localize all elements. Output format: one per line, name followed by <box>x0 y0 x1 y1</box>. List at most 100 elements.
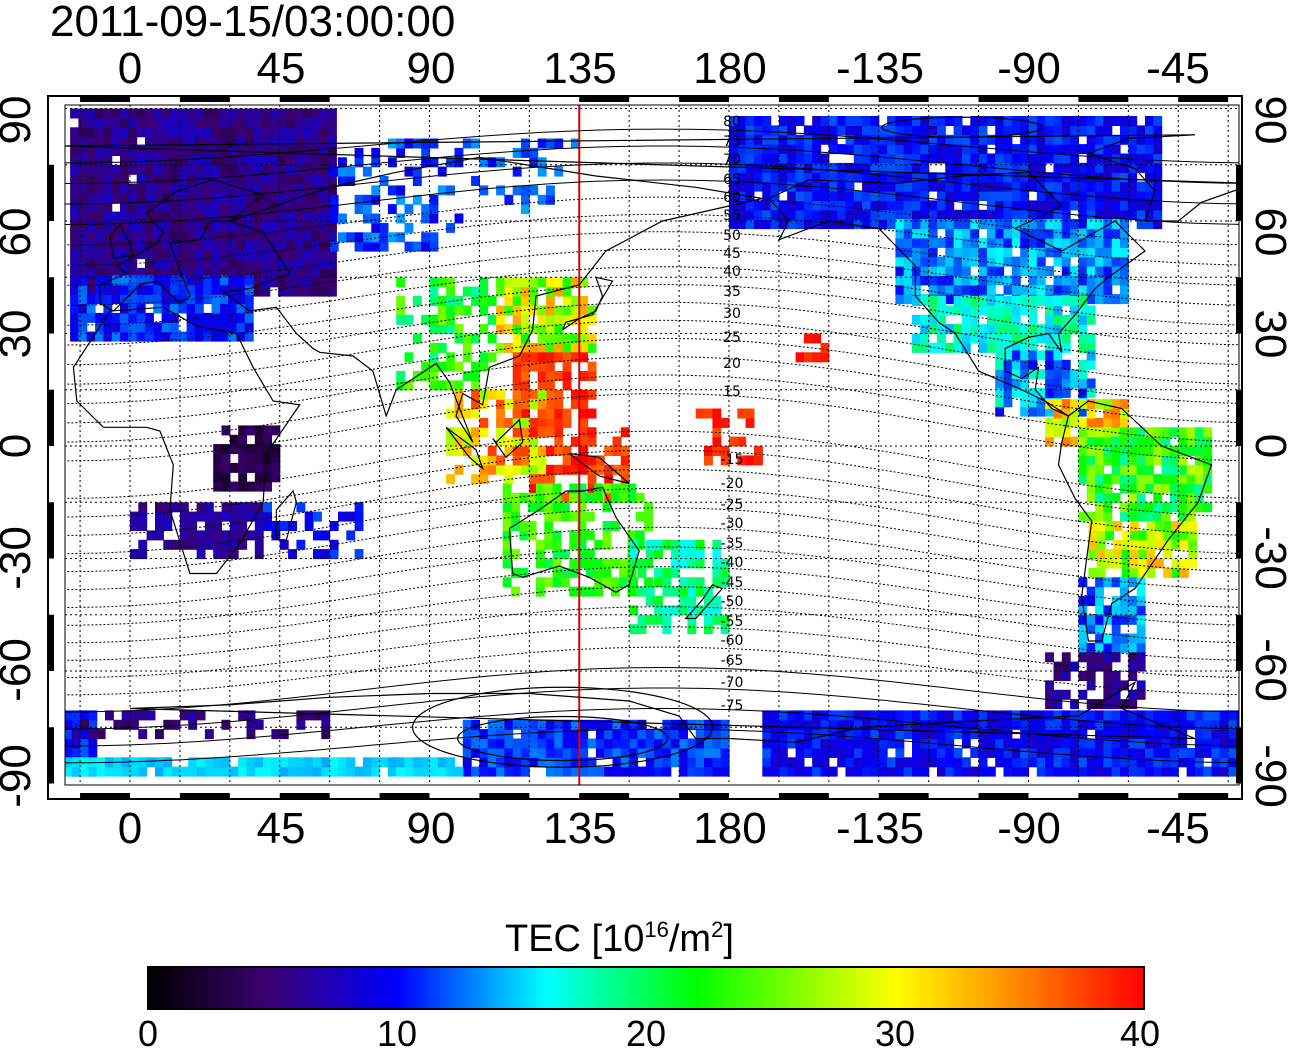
tec-cell <box>662 567 672 578</box>
tec-cell <box>1153 719 1163 730</box>
tec-cell <box>1070 153 1079 164</box>
tec-cell <box>1153 511 1163 522</box>
tec-cell <box>1011 275 1021 286</box>
contour-label: 25 <box>723 330 741 346</box>
tec-cell <box>236 117 246 128</box>
tec-cell <box>537 352 547 363</box>
lat-tick-left: -60 <box>0 638 40 702</box>
tec-cell <box>1178 511 1188 522</box>
tec-cell <box>512 185 522 196</box>
tec-cell <box>203 275 213 286</box>
tec-cell <box>254 530 264 541</box>
tec-cell <box>512 399 522 410</box>
tec-cell <box>953 296 963 306</box>
tec-cell <box>111 284 121 295</box>
tec-cell <box>238 481 248 492</box>
tec-cell <box>945 766 955 777</box>
tec-cell <box>146 530 156 541</box>
tec-cell <box>1130 558 1139 569</box>
tec-cell <box>246 453 256 464</box>
tec-cell <box>120 155 129 166</box>
tec-cell <box>294 267 304 278</box>
tec-cell <box>502 483 512 494</box>
tec-cell <box>145 183 154 194</box>
tec-cell <box>429 324 439 335</box>
tec-cell <box>1128 671 1138 681</box>
tec-cell <box>294 136 304 147</box>
tec-cell <box>1095 247 1104 258</box>
tec-cell <box>778 219 788 230</box>
tec-cell <box>1011 378 1021 389</box>
magnetic-contour <box>65 248 1239 306</box>
tec-cell <box>421 138 431 149</box>
tec-cell <box>228 183 238 194</box>
tec-cell <box>329 241 339 252</box>
tec-cell <box>1036 350 1046 361</box>
tec-cell <box>521 738 530 749</box>
tec-cell <box>211 117 221 128</box>
magnetic-contour <box>65 356 1239 424</box>
tec-cell <box>80 729 89 740</box>
tec-cell <box>895 219 905 230</box>
tec-cell <box>178 108 188 119</box>
tec-cell <box>1061 399 1071 410</box>
tec-cell <box>754 446 763 456</box>
tec-cell <box>479 361 489 372</box>
tec-cell <box>244 183 254 194</box>
tec-cell <box>1061 359 1071 370</box>
tec-cell <box>136 221 146 231</box>
tec-cell <box>537 157 547 168</box>
tec-cell <box>1111 399 1121 410</box>
tec-cell <box>970 256 980 267</box>
tec-cell <box>986 191 996 201</box>
tec-cell <box>579 766 589 777</box>
tec-cell <box>953 305 963 316</box>
tec-cell <box>429 138 439 149</box>
tec-cell <box>512 296 522 306</box>
tec-cell <box>1045 766 1054 777</box>
tec-cell <box>720 455 730 466</box>
tec-cell <box>1070 378 1079 389</box>
tec-cell <box>595 464 605 475</box>
tec-cell <box>1003 134 1013 145</box>
tec-cell <box>271 453 281 464</box>
tec-cell <box>837 738 847 749</box>
tec-cell <box>937 738 946 749</box>
tec-cell <box>537 277 547 288</box>
contour-label: 75 <box>723 134 741 150</box>
tec-cell <box>78 155 88 166</box>
tec-cell <box>379 241 389 252</box>
tec-cell <box>244 275 254 286</box>
frame-bar-top <box>1178 96 1229 102</box>
tec-cell <box>1061 144 1071 155</box>
tec-cell <box>637 567 647 578</box>
tec-cell <box>1036 766 1046 777</box>
tec-cell <box>1103 738 1113 749</box>
contour-label: -35 <box>721 536 744 552</box>
tec-cell <box>986 284 996 295</box>
tec-cell <box>171 766 181 777</box>
magnetic-contour <box>65 708 1239 747</box>
tec-cell <box>294 183 304 194</box>
tec-cell <box>244 136 254 147</box>
tec-cell <box>1045 369 1054 380</box>
tec-cell <box>1121 539 1131 550</box>
tec-cell <box>920 191 930 201</box>
tec-cell <box>213 521 223 531</box>
tec-cell <box>1011 125 1021 136</box>
tec-cell <box>1111 134 1121 145</box>
tec-cell <box>80 738 89 749</box>
tec-cell <box>687 738 697 749</box>
tec-cell <box>635 511 645 522</box>
tec-cell <box>303 155 312 166</box>
tec-cell <box>504 446 514 456</box>
tec-cell <box>546 757 555 768</box>
tec-cell <box>211 174 221 185</box>
tec-cell <box>1003 237 1013 248</box>
tec-cell <box>1103 642 1113 653</box>
tec-cell <box>870 181 880 192</box>
tec-cell <box>65 710 73 721</box>
tec-cell <box>1070 275 1079 286</box>
tec-cell <box>1146 539 1156 550</box>
tec-cell <box>570 296 580 306</box>
